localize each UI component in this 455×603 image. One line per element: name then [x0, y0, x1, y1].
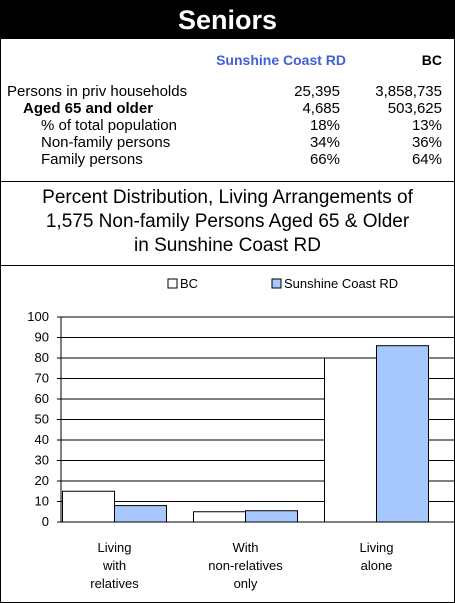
legend-swatch — [167, 278, 178, 289]
row-value-region: 4,685 — [302, 100, 340, 117]
bar-sunshine-coast-rd — [376, 345, 429, 523]
legend-swatch — [271, 278, 282, 289]
stats-row-family: Family persons 66% 64% — [1, 151, 454, 168]
stats-row-nonfamily: Non-family persons 34% 36% — [1, 134, 454, 151]
y-tick-label: 20 — [35, 473, 49, 488]
x-tick-label: Living alone — [360, 540, 394, 573]
column-header-bc: BC — [421, 52, 442, 68]
y-tick-label: 90 — [35, 330, 49, 345]
x-tick-label: Living with relatives — [90, 540, 139, 591]
row-value-region: 66% — [309, 151, 340, 168]
row-label: % of total population — [41, 117, 177, 134]
y-tick-label: 100 — [27, 309, 49, 324]
column-header-region: Sunshine Coast RD — [216, 52, 346, 68]
y-tick-label: 60 — [35, 391, 49, 406]
chart-canvas: 0 10 20 30 40 50 60 70 80 90 100 Living with relative… — [27, 276, 454, 591]
bar-sunshine-coast-rd — [245, 510, 298, 523]
stats-row-persons: Persons in priv households 25,395 3,858,… — [1, 83, 454, 100]
stats-row-aged: Aged 65 and older 4,685 503,625 — [1, 100, 454, 117]
row-value-region: 18% — [309, 117, 340, 134]
stats-table: Sunshine Coast RD BC Persons in priv hou… — [1, 39, 454, 182]
caption-line: in Sunshine Coast RD — [134, 235, 321, 256]
y-tick-label: 80 — [35, 350, 49, 365]
row-value-bc: 64% — [411, 151, 442, 168]
row-value-bc: 13% — [411, 117, 442, 134]
y-tick-label: 50 — [35, 412, 49, 427]
row-label: Non-family persons — [41, 134, 171, 151]
chart-caption: Percent Distribution, Living Arrangement… — [1, 182, 454, 266]
bar-sunshine-coast-rd — [114, 505, 167, 523]
row-label: Aged 65 and older — [23, 100, 154, 117]
row-value-bc: 3,858,735 — [375, 83, 442, 100]
row-value-bc: 36% — [411, 134, 442, 151]
bar-bc — [62, 490, 115, 523]
row-value-bc: 503,625 — [387, 100, 442, 117]
y-tick-label: 30 — [35, 453, 49, 468]
x-tick-label: With non-relatives only — [208, 540, 283, 591]
row-value-region: 25,395 — [294, 83, 340, 100]
y-tick-label: 0 — [42, 514, 49, 529]
y-tick-label: 40 — [35, 432, 49, 447]
bar-chart: 0 10 20 30 40 50 60 70 80 90 100 Living with relative… — [1, 267, 454, 602]
stats-row-pct: % of total population 18% 13% — [1, 117, 454, 134]
bar-bc — [193, 511, 246, 523]
legend-label: Sunshine Coast RD — [284, 276, 398, 291]
row-value-region: 34% — [309, 134, 340, 151]
legend-label: BC — [180, 276, 198, 291]
caption-line: Percent Distribution, Living Arrangement… — [42, 187, 413, 208]
caption-line: 1,575 Non-family Persons Aged 65 & Older — [45, 211, 410, 232]
row-label: Persons in priv households — [7, 83, 188, 100]
bar-bc — [324, 357, 377, 523]
y-tick-label: 70 — [35, 371, 49, 386]
row-label: Family persons — [41, 151, 143, 168]
page-title: Seniors — [1, 1, 454, 39]
y-tick-label: 10 — [35, 494, 49, 509]
